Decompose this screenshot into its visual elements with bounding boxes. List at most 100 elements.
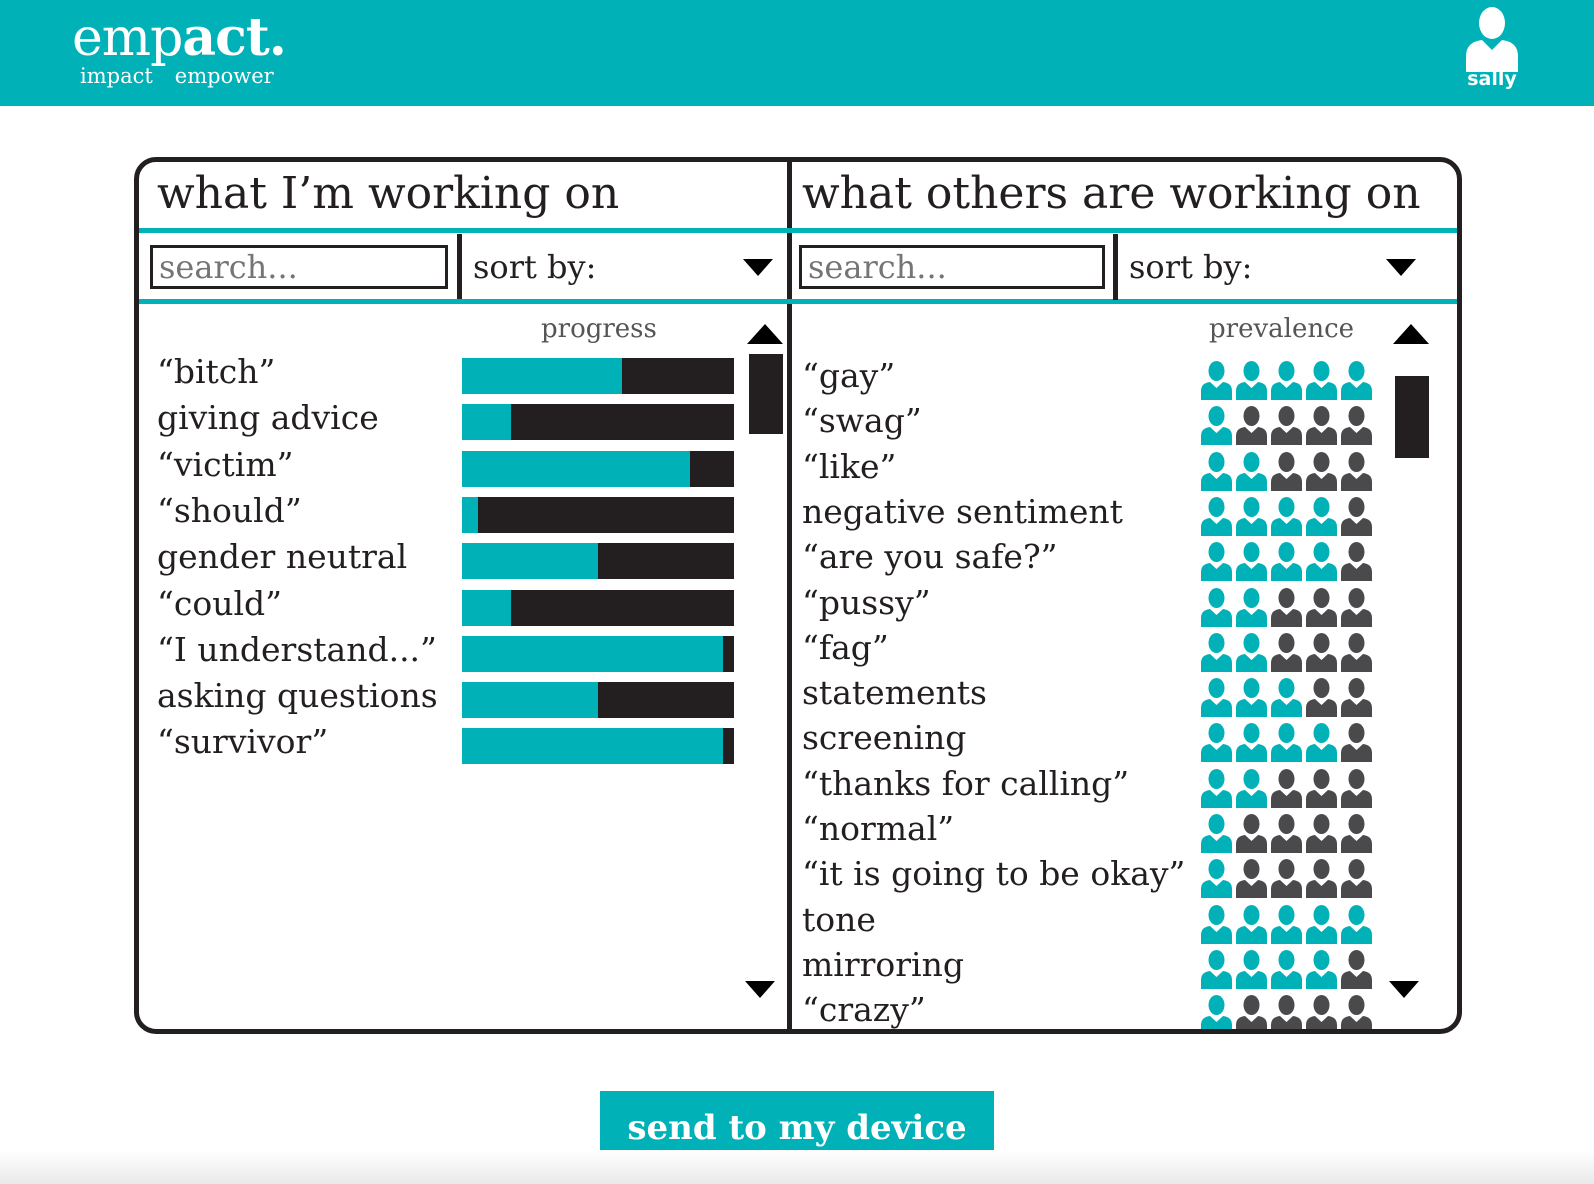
tagline-impact: impact: [80, 64, 153, 88]
progress-bar-fill: [462, 496, 479, 533]
left-scroll-up-icon[interactable]: [747, 324, 783, 344]
prevalence-item-label[interactable]: “like”: [802, 446, 897, 486]
prevalence-item-label[interactable]: “are you safe?”: [802, 537, 1058, 577]
person-icon: [1341, 995, 1372, 1029]
person-icon: [1341, 587, 1372, 627]
progress-bar-fill: [462, 543, 598, 580]
person-icon: [1271, 678, 1302, 718]
person-icon: [1306, 904, 1337, 944]
right-scroll-down-icon[interactable]: [1389, 981, 1419, 998]
progress-item-label[interactable]: “bitch”: [157, 352, 276, 391]
person-icon: [1271, 587, 1302, 627]
progress-item-label[interactable]: “could”: [157, 583, 283, 623]
person-icon: [1306, 451, 1337, 491]
person-icon: [1271, 496, 1302, 536]
prevalence-item-label[interactable]: “normal”: [802, 809, 955, 848]
right-sort-dropdown[interactable]: sort by:: [1129, 248, 1253, 286]
person-icon: [1236, 632, 1267, 672]
person-icon: [1271, 406, 1302, 446]
person-icon: [1201, 723, 1232, 763]
prevalence-item-label[interactable]: “gay”: [802, 356, 896, 395]
progress-bar: [462, 589, 734, 626]
left-scrollbar-thumb[interactable]: [749, 354, 783, 434]
person-icon: [1236, 406, 1267, 446]
prevalence-people: [1199, 858, 1374, 899]
person-icon: [1201, 949, 1232, 989]
progress-bar-fill: [462, 589, 511, 626]
prevalence-item-label[interactable]: negative sentiment: [802, 491, 1123, 531]
left-title: what I’m working on: [157, 168, 620, 219]
person-icon: [1236, 587, 1267, 627]
tagline-empower: empower: [174, 64, 274, 88]
prevalence-people: [1199, 451, 1374, 491]
person-icon: [1236, 678, 1267, 718]
person-icon: [1236, 949, 1267, 989]
person-icon: [1201, 678, 1232, 718]
left-search-input[interactable]: [150, 245, 448, 289]
person-icon: [1236, 542, 1267, 582]
person-icon: [1341, 949, 1372, 989]
right-search-input[interactable]: [799, 245, 1105, 289]
person-icon: [1201, 451, 1232, 491]
empact-logo[interactable]: empact. impact empower: [72, 4, 287, 88]
progress-bar-fill: [462, 404, 511, 441]
progress-bar-fill: [462, 728, 724, 765]
prevalence-item-label[interactable]: “crazy”: [802, 990, 926, 1030]
right-title: what others are working on: [802, 168, 1421, 219]
app-header: empact. impact empower sally: [0, 0, 1594, 106]
progress-item-label[interactable]: asking questions: [157, 676, 438, 716]
progress-item-label[interactable]: giving advice: [157, 398, 379, 438]
person-icon: [1341, 768, 1372, 808]
person-icon: [1341, 814, 1372, 853]
prevalence-item-label[interactable]: screening: [802, 718, 967, 758]
person-icon: [1271, 361, 1302, 400]
progress-item-label[interactable]: “I understand...”: [157, 629, 437, 669]
progress-item-label[interactable]: “should”: [157, 490, 302, 530]
progress-item-label[interactable]: “victim”: [157, 444, 294, 484]
progress-bar-fill: [462, 450, 691, 487]
prevalence-people: [1199, 360, 1374, 400]
progress-item-label[interactable]: “survivor”: [157, 722, 329, 762]
progress-bar: [462, 682, 734, 719]
person-icon: [1306, 995, 1337, 1029]
left-sort-dropdown[interactable]: sort by:: [473, 248, 597, 286]
person-icon: [1271, 451, 1302, 491]
person-icon: [1236, 859, 1267, 899]
progress-bar: [462, 728, 734, 765]
progress-bar: [462, 404, 734, 441]
title-rule: [139, 228, 1457, 233]
right-scrollbar-thumb[interactable]: [1395, 376, 1429, 458]
progress-item-label[interactable]: gender neutral: [157, 537, 408, 577]
prevalence-item-label[interactable]: “thanks for calling”: [802, 763, 1130, 803]
prevalence-item-label[interactable]: “fag”: [802, 627, 889, 667]
column-divider: [787, 162, 792, 1029]
person-icon: [1306, 949, 1337, 989]
person-icon: [1306, 406, 1337, 446]
prevalence-item-label[interactable]: statements: [802, 673, 987, 713]
logo-light: emp: [72, 8, 183, 68]
person-icon: [1341, 361, 1372, 400]
person-icon: [1201, 406, 1232, 446]
prevalence-people: [1199, 677, 1374, 718]
person-icon: [1341, 904, 1372, 944]
left-toolbar-separator: [457, 234, 462, 300]
left-scroll-down-icon[interactable]: [745, 981, 775, 998]
person-icon: [1271, 814, 1302, 853]
prevalence-item-label[interactable]: mirroring: [802, 944, 964, 984]
prevalence-item-label[interactable]: tone: [802, 899, 876, 939]
prevalence-item-label[interactable]: “swag”: [802, 401, 922, 441]
right-scroll-up-icon[interactable]: [1393, 324, 1429, 344]
person-icon: [1201, 632, 1232, 672]
left-sort-chevron-down-icon[interactable]: [743, 259, 773, 276]
right-sort-chevron-down-icon[interactable]: [1386, 259, 1416, 276]
person-icon: [1306, 678, 1337, 718]
person-icon: [1236, 496, 1267, 536]
person-icon: [1306, 587, 1337, 627]
prevalence-item-label[interactable]: “pussy”: [802, 582, 931, 622]
person-icon: [1341, 632, 1372, 672]
person-icon: [1341, 496, 1372, 536]
person-icon: [1306, 768, 1337, 808]
user-menu[interactable]: sally: [1458, 6, 1526, 90]
prevalence-people: [1199, 541, 1374, 582]
prevalence-item-label[interactable]: “it is going to be okay”: [802, 854, 1186, 894]
